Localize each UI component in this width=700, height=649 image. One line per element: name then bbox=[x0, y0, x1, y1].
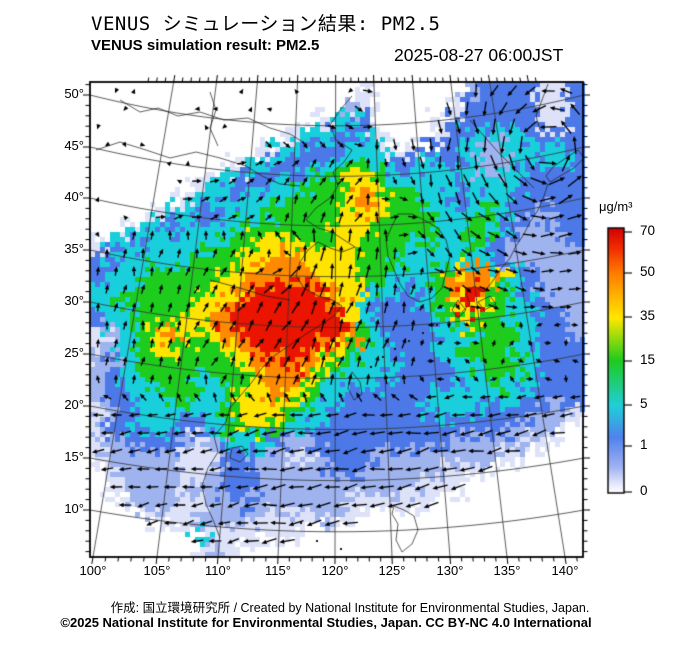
lat-tick-label: 45° bbox=[64, 138, 84, 153]
colorbar-tick-label: 15 bbox=[640, 352, 656, 367]
colorbar-unit-label: μg/m³ bbox=[599, 199, 633, 214]
credit-line: 作成: 国立環境研究所 / Created by National Instit… bbox=[110, 601, 590, 615]
lat-tick-label: 50° bbox=[64, 86, 84, 101]
lat-tick-label: 40° bbox=[64, 189, 84, 204]
license-line: ©2025 National Institute for Environment… bbox=[60, 615, 592, 630]
lon-tick-label: 135° bbox=[493, 563, 521, 578]
lon-tick-label: 110° bbox=[205, 563, 231, 578]
timestamp-label: 2025-08-27 06:00JST bbox=[394, 45, 564, 65]
lon-tick-label: 100° bbox=[79, 563, 107, 578]
lon-tick-label: 115° bbox=[265, 563, 291, 578]
colorbar-tick-label: 50 bbox=[640, 264, 656, 279]
colorbar-tick-label: 70 bbox=[640, 223, 656, 238]
lat-tick-label: 25° bbox=[64, 345, 84, 360]
lat-tick-label: 35° bbox=[64, 241, 84, 256]
lon-tick-label: 140° bbox=[551, 563, 579, 578]
colorbar-tick-label: 35 bbox=[640, 308, 656, 323]
lon-tick-label: 130° bbox=[436, 563, 464, 578]
colorbar-tick-label: 5 bbox=[640, 396, 648, 411]
lat-tick-label: 15° bbox=[64, 449, 84, 464]
lon-tick-label: 120° bbox=[321, 563, 349, 578]
lon-tick-label: 105° bbox=[143, 563, 171, 578]
page-title-english: VENUS simulation result: PM2.5 bbox=[91, 37, 320, 54]
colorbar-tick-label: 1 bbox=[640, 437, 648, 452]
lat-tick-label: 10° bbox=[64, 501, 84, 516]
lat-tick-label: 20° bbox=[64, 397, 84, 412]
colorbar-tick-label: 0 bbox=[640, 483, 648, 498]
page-title-japanese: VENUS シミュレーション結果: PM2.5 bbox=[91, 13, 441, 35]
lon-tick-label: 125° bbox=[378, 563, 406, 578]
lat-tick-label: 30° bbox=[64, 293, 84, 308]
